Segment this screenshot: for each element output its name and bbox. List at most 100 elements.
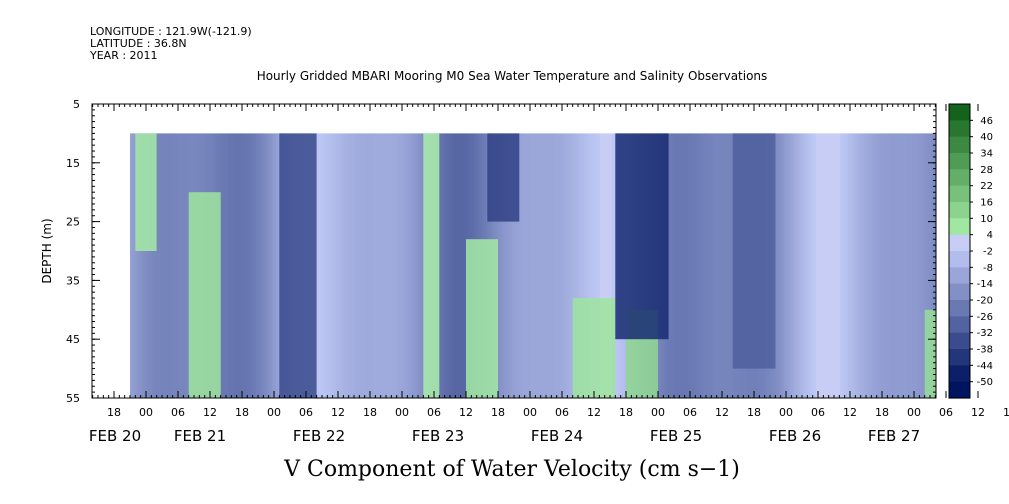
heatmap-cell (856, 133, 859, 398)
heatmap-cell (560, 133, 563, 398)
heatmap-cell (530, 133, 533, 398)
heatmap-cell (544, 133, 547, 398)
heatmap-cell (170, 133, 173, 398)
heatmap-cell (258, 133, 261, 398)
heatmap-cell (414, 133, 417, 398)
heatmap-cell (394, 133, 397, 398)
heatmap-cell (460, 133, 463, 398)
heatmap-cell (346, 133, 349, 398)
colorbar-label: 10 (980, 214, 993, 225)
heatmap-cell (422, 133, 425, 398)
heatmap-cell (552, 133, 555, 398)
heatmap-cell (918, 133, 921, 398)
heatmap-cell (896, 133, 899, 398)
heatmap-cell (456, 133, 459, 398)
heatmap-cell (518, 133, 521, 398)
heatmap-cell (260, 133, 263, 398)
heatmap-cell (516, 133, 519, 398)
heatmap-cell (718, 133, 721, 398)
x-tick-label: 18 (363, 406, 377, 419)
heatmap-cell (852, 133, 855, 398)
heatmap-cell (522, 133, 525, 398)
x-date-label: FEB 23 (412, 427, 464, 445)
heatmap-cell (818, 133, 821, 398)
heatmap-cell (374, 133, 377, 398)
heatmap-cell (352, 133, 355, 398)
heatmap-cell (556, 133, 559, 398)
heatmap-cell (854, 133, 857, 398)
heatmap-cell (140, 133, 143, 398)
heatmap-cell (834, 133, 837, 398)
heatmap-cell (780, 133, 783, 398)
heatmap-cell (354, 133, 357, 398)
heatmap-cell (588, 133, 591, 398)
heatmap-cell (144, 133, 147, 398)
x-date-label: FEB 27 (868, 427, 920, 445)
heatmap-cell (254, 133, 257, 398)
heatmap-cell (870, 133, 873, 398)
heatmap-cell (916, 133, 919, 398)
heatmap-cell (498, 133, 501, 398)
heatmap-cell (868, 133, 871, 398)
x-tick-label: 00 (779, 406, 793, 419)
heatmap-feature (279, 133, 317, 398)
heatmap-cell (164, 133, 167, 398)
heatmap-cell (262, 133, 265, 398)
heatmap-cell (806, 133, 809, 398)
heatmap-cell (574, 133, 577, 398)
heatmap-cell (816, 133, 819, 398)
heatmap-cell (596, 133, 599, 398)
colorbar-label: 4 (987, 230, 993, 241)
heatmap-cell (800, 133, 803, 398)
x-tick-label: 12 (587, 406, 601, 419)
x-tick-label: 18 (491, 406, 505, 419)
heatmap-cell (908, 133, 911, 398)
heatmap-cell (452, 133, 455, 398)
heatmap-cell (384, 133, 387, 398)
heatmap-cell (322, 133, 325, 398)
x-tick-label: 06 (811, 406, 825, 419)
heatmap-cell (444, 133, 447, 398)
heatmap-cell (720, 133, 723, 398)
colorbar-swatch (949, 283, 970, 301)
x-tick-label: 18 (1003, 406, 1009, 419)
heatmap-cell (162, 133, 165, 398)
heatmap-cell (158, 133, 161, 398)
heatmap-cell (330, 133, 333, 398)
heatmap-cell (890, 133, 893, 398)
heatmap-cell (858, 133, 861, 398)
heatmap-cell (798, 133, 801, 398)
x-tick-label: 00 (907, 406, 921, 419)
heatmap-cell (340, 133, 343, 398)
heatmap-cell (610, 133, 613, 398)
colorbar-swatch (949, 251, 970, 268)
heatmap-cell (594, 133, 597, 398)
heatmap-feature (423, 133, 440, 398)
heatmap-cell (584, 133, 587, 398)
heatmap-cell (784, 133, 787, 398)
heatmap-cell (266, 133, 269, 398)
heatmap-cell (880, 133, 883, 398)
heatmap-cell (534, 133, 537, 398)
heatmap-cell (504, 133, 507, 398)
heatmap-cell (580, 133, 583, 398)
x-tick-label: 00 (395, 406, 409, 419)
heatmap-cell (684, 133, 687, 398)
heatmap-cell (450, 133, 453, 398)
heatmap-cell (776, 133, 779, 398)
heatmap-cell (562, 133, 565, 398)
heatmap-cell (152, 133, 155, 398)
heatmap-cell (708, 133, 711, 398)
heatmap-cell (392, 133, 395, 398)
plot-area (91, 103, 937, 399)
colorbar-label: 34 (980, 149, 993, 160)
heatmap-cell (252, 133, 255, 398)
heatmap-cell (366, 133, 369, 398)
heatmap-feature (572, 298, 616, 398)
colorbar-swatch (949, 202, 970, 219)
heatmap-cell (924, 133, 927, 398)
heatmap-cell (380, 133, 383, 398)
heatmap-cell (786, 133, 789, 398)
heatmap-cell (454, 133, 457, 398)
heatmap-cell (812, 133, 815, 398)
